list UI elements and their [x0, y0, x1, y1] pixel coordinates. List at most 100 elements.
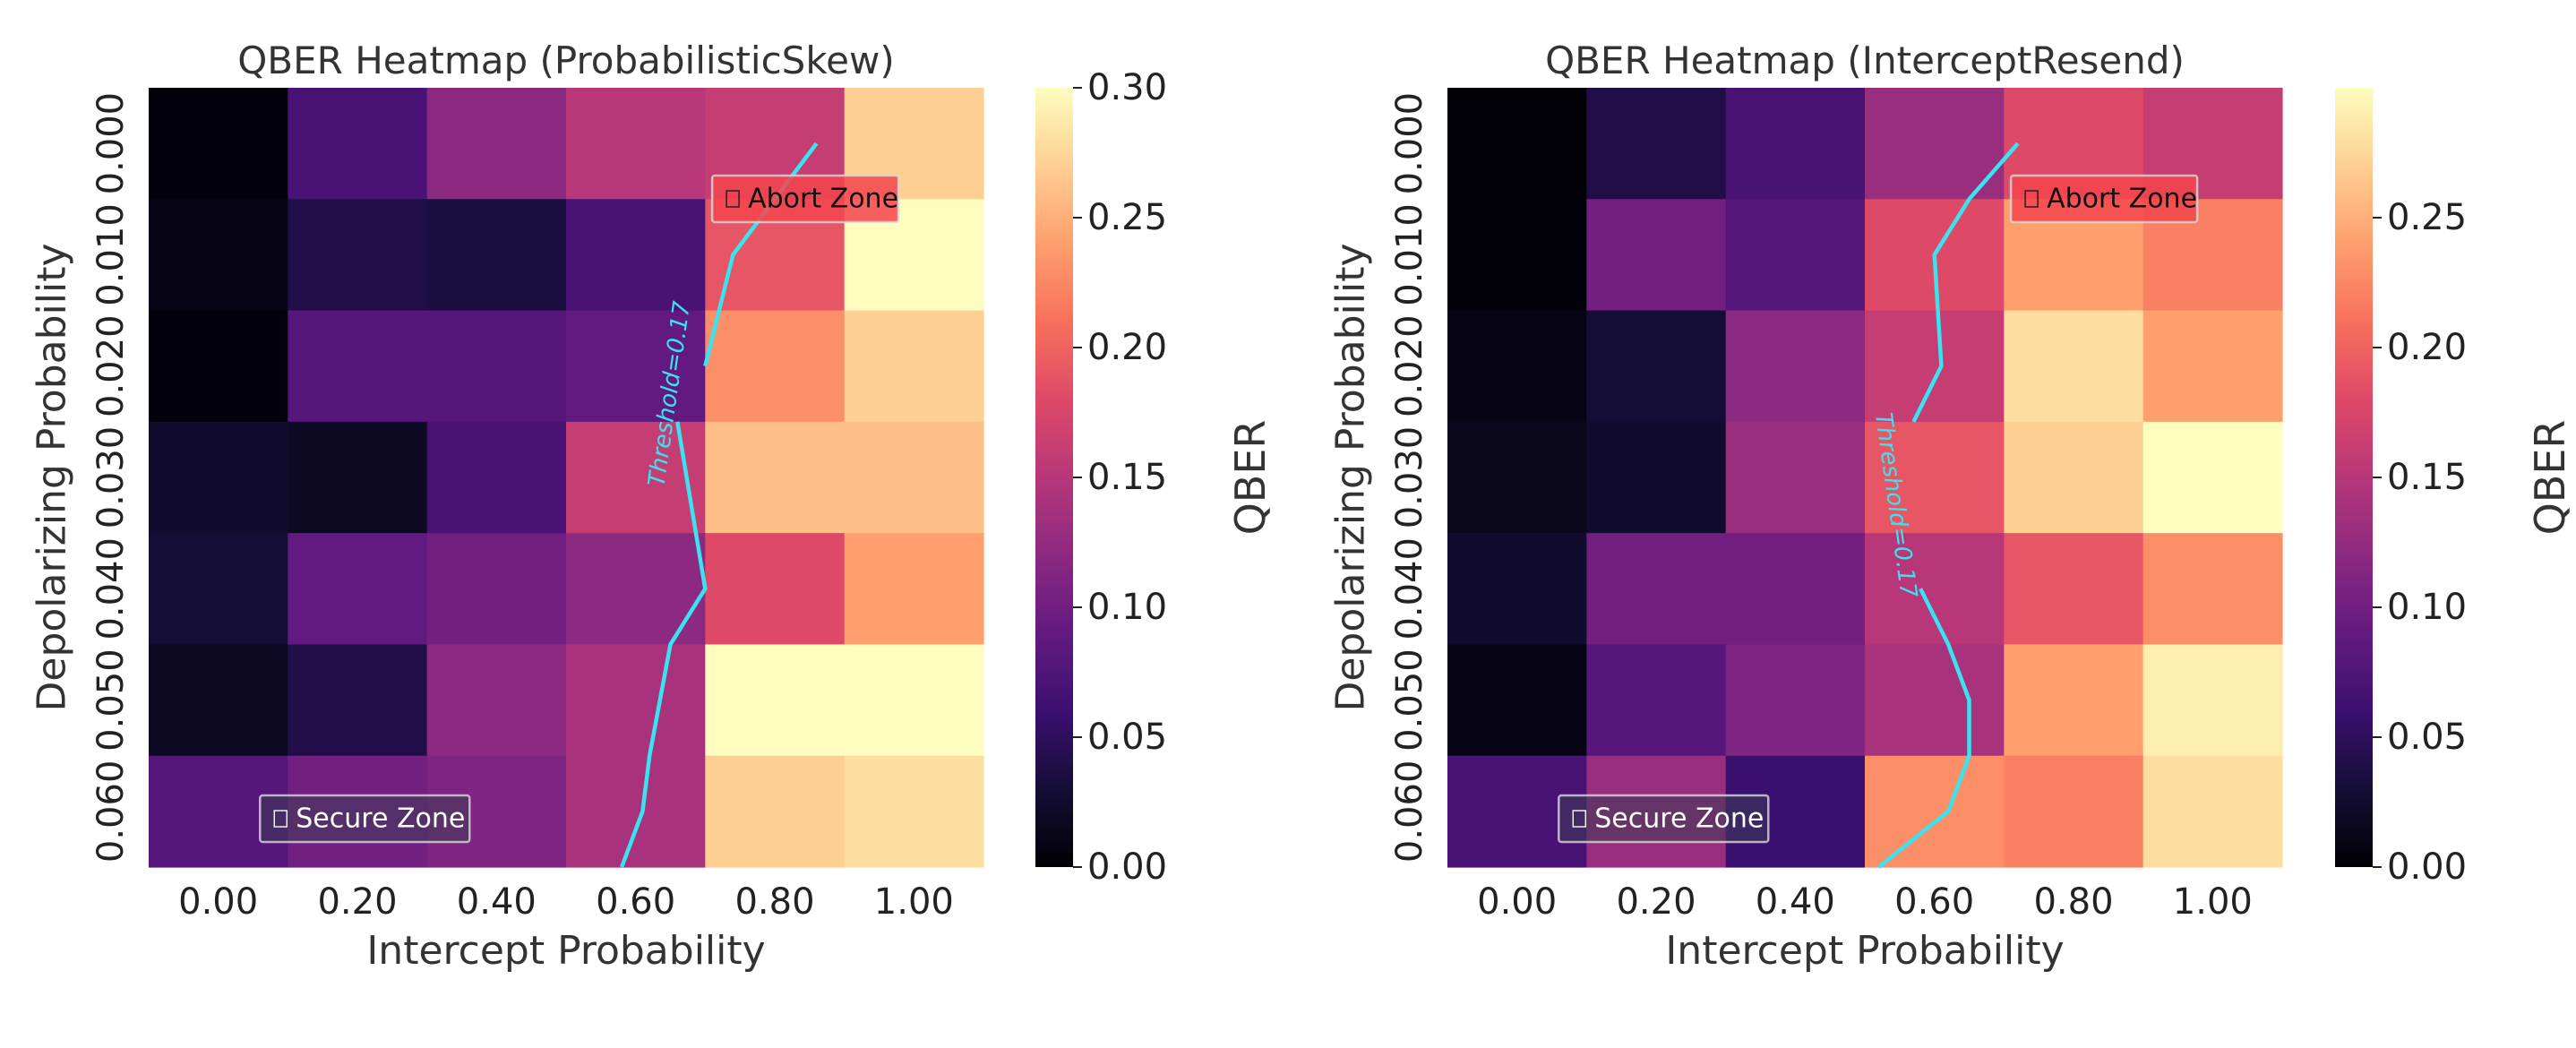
- secure-zone-annotation: Secure Zone: [259, 794, 471, 844]
- square-icon: [726, 190, 740, 208]
- colorbar-tick-label: 0.15: [1087, 457, 1167, 498]
- colorbar-tick-label: 0.25: [1087, 197, 1167, 238]
- colorbar-label: QBER: [2526, 420, 2574, 536]
- x-axis-label: Intercept Probability: [366, 928, 765, 974]
- heatmap-cell: [1447, 310, 1587, 423]
- colorbar-tick-label: 0.25: [2387, 197, 2467, 238]
- heatmap-cell: [2142, 533, 2283, 646]
- annotation-text: Abort Zone: [2047, 184, 2197, 215]
- heatmap-cell: [1725, 310, 1866, 423]
- y-tick-label: 0.050: [90, 649, 132, 752]
- heatmap-cell: [844, 533, 984, 646]
- y-tick-label: 0.010: [90, 203, 132, 306]
- heatmap-cell: [426, 199, 567, 312]
- y-tick-label: 0.000: [90, 92, 132, 195]
- heatmap-cell: [2142, 421, 2283, 534]
- y-tick-label: 0.010: [1389, 203, 1430, 306]
- annotation-box: [1558, 794, 1770, 844]
- heatmap-cell: [844, 310, 984, 423]
- heatmap-cell: [1865, 421, 2005, 534]
- heatmap-cell: [1865, 755, 2005, 868]
- x-tick-label: 0.60: [596, 881, 675, 923]
- x-axis-label: Intercept Probability: [1665, 928, 2064, 974]
- colorbar: [1035, 88, 1073, 867]
- heatmap-cell: [566, 310, 706, 423]
- x-tick-label: 1.00: [2173, 881, 2253, 923]
- heatmap-cell: [1447, 533, 1587, 646]
- y-axis-label: Depolarizing Probability: [1328, 243, 1374, 711]
- colorbar-label: QBER: [1226, 420, 1275, 536]
- heatmap-cell: [288, 533, 428, 646]
- heatmap-cell: [149, 644, 288, 757]
- heatmap-cell: [844, 421, 984, 534]
- heatmap-cell: [2004, 533, 2144, 646]
- x-tick-label: 0.00: [1477, 881, 1557, 923]
- y-tick-label: 0.040: [90, 537, 132, 640]
- heatmap-cell: [2004, 755, 2144, 868]
- x-tick-label: 0.20: [1616, 881, 1696, 923]
- heatmap-cell: [2142, 644, 2283, 757]
- y-tick-label: 0.060: [90, 760, 132, 863]
- x-tick-label: 0.60: [1894, 881, 1974, 923]
- heatmap-cell: [1725, 533, 1866, 646]
- abort-zone-annotation: Abort Zone: [710, 174, 900, 224]
- heatmap-cell: [426, 88, 567, 200]
- heatmap-cell: [1865, 533, 2005, 646]
- y-tick-label: 0.020: [90, 314, 132, 417]
- heatmap-cell: [566, 755, 706, 868]
- x-tick-label: 0.20: [317, 881, 397, 923]
- y-tick-label: 0.050: [1389, 649, 1430, 752]
- heatmap-cell: [149, 310, 288, 423]
- heatmap-cell: [1725, 88, 1866, 200]
- chart-title: QBER Heatmap (ProbabilisticSkew): [237, 39, 894, 82]
- colorbar-tick-label: 0.15: [2387, 457, 2467, 498]
- chart-title: QBER Heatmap (InterceptResend): [1545, 39, 2185, 82]
- heatmap-cell: [705, 533, 846, 646]
- heatmap-cell: [705, 644, 846, 757]
- heatmap-panel-2: QBER Heatmap (InterceptResend) 0.00 0.20 0.…: [1328, 39, 2575, 974]
- heatmap-cell: [1447, 199, 1587, 312]
- annotation-box: [259, 794, 471, 844]
- square-icon: [273, 810, 288, 828]
- x-tick-label: 0.80: [2033, 881, 2113, 923]
- colorbar-tick-label: 0.00: [2387, 846, 2467, 888]
- heatmap-cell: [1586, 310, 1727, 423]
- annotation-text: Secure Zone: [296, 803, 465, 835]
- annotation-box: [2009, 174, 2199, 224]
- heatmap-cell: [1865, 310, 2005, 423]
- secure-zone-annotation: Secure Zone: [1558, 794, 1770, 844]
- colorbar: [2335, 88, 2373, 867]
- heatmap-cell: [426, 644, 567, 757]
- heatmap-cell: [844, 755, 984, 868]
- heatmap-cell: [1865, 88, 2005, 200]
- heatmap-cell: [566, 533, 706, 646]
- heatmap-cell: [288, 421, 428, 534]
- annotation-box: [710, 174, 900, 224]
- colorbar-tick-label: 0.20: [1087, 327, 1167, 368]
- x-tick-label: 0.40: [457, 881, 537, 923]
- colorbar-tick-label: 0.30: [1087, 67, 1167, 108]
- y-tick-label: 0.040: [1389, 537, 1430, 640]
- colorbar-tick-label: 0.05: [1087, 717, 1167, 758]
- colorbar-tick-label: 0.05: [2387, 717, 2467, 758]
- y-tick-label: 0.060: [1389, 760, 1430, 863]
- heatmap-cell: [1586, 644, 1727, 757]
- colorbar-tick-label: 0.10: [2387, 587, 2467, 628]
- heatmap-cell: [705, 755, 846, 868]
- heatmap-cell: [288, 199, 428, 312]
- heatmap-cell: [1586, 533, 1727, 646]
- colorbar-tick-label: 0.10: [1087, 587, 1167, 628]
- heatmap-cell: [288, 310, 428, 423]
- heatmap-cell: [1865, 644, 2005, 757]
- y-tick-label: 0.030: [90, 426, 132, 529]
- heatmap-cell: [705, 421, 846, 534]
- heatmap-cell: [1725, 199, 1866, 312]
- heatmap-cell: [566, 88, 706, 200]
- heatmap-cell: [1725, 644, 1866, 757]
- heatmap-cell: [149, 88, 288, 200]
- y-axis-label: Depolarizing Probability: [30, 243, 75, 711]
- threshold-line: [1877, 588, 1971, 869]
- y-tick-label: 0.030: [1389, 426, 1430, 529]
- heatmap-cell: [2142, 755, 2283, 868]
